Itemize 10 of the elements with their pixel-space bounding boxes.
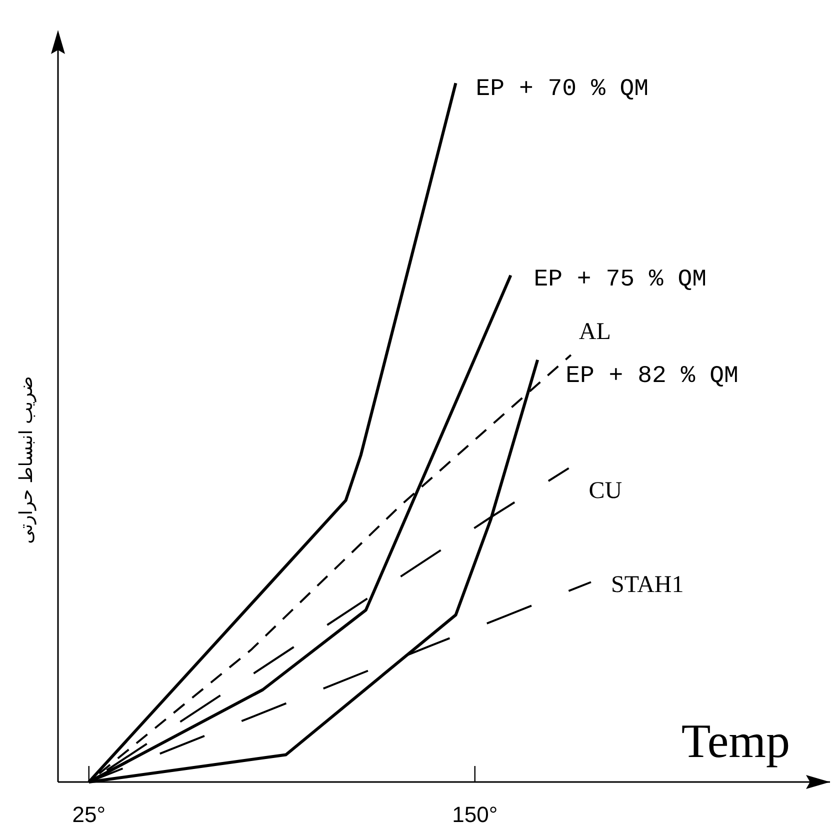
series-label: AL	[578, 318, 611, 345]
series-label: CU	[588, 478, 622, 504]
series-label: STAH1	[610, 572, 684, 598]
series-label: EP + 75 % QM	[534, 266, 707, 294]
series-label: EP + 70 % QM	[476, 76, 649, 104]
y-axis-title: ضریب انبساط حرارتی	[16, 376, 37, 544]
x-tick-label: 25°	[72, 802, 106, 827]
x-tick-label: 150°	[452, 802, 498, 827]
x-axis-title: Temp	[681, 715, 790, 768]
series-label: EP + 82 % QM	[566, 362, 738, 390]
